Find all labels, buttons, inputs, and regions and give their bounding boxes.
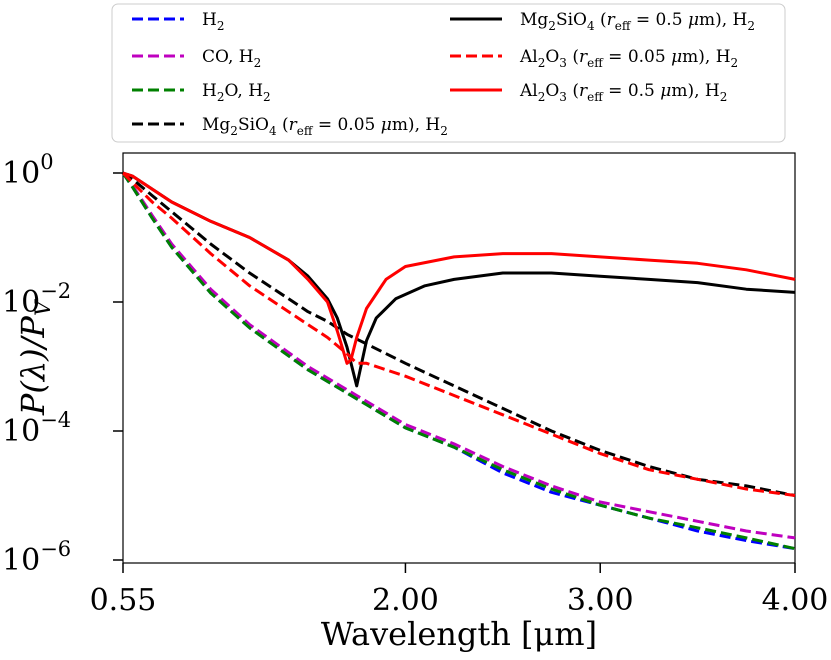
y-axis-label-main: P(λ)/P [14, 316, 52, 417]
series-group [121, 171, 796, 551]
series-line-3 [122, 171, 796, 497]
series-line-2 [121, 172, 796, 551]
y-tick-label: 10−2 [2, 279, 71, 320]
plot-area [121, 152, 796, 564]
series-line-5 [121, 171, 796, 497]
x-axis-label: Wavelength [μm] [321, 615, 597, 653]
y-tick-label: 10−4 [2, 408, 71, 449]
legend-label: Al2O3 (reff = 0.5 μm), H2 [519, 81, 727, 104]
x-axis: 0.55 2.00 3.00 4.00 [90, 563, 829, 618]
legend: H2 CO, H2 H2O, H2 Mg2SiO4 (reff = 0.05 μm),… [111, 3, 786, 143]
legend-label: H2 [202, 10, 224, 33]
axes-frame [122, 152, 796, 564]
series-line-6 [122, 171, 796, 365]
y-axis-label-sub: V [31, 299, 55, 316]
legend-frame [111, 3, 786, 143]
x-tick-label: 4.00 [762, 583, 829, 618]
x-tick-label: 3.00 [567, 583, 634, 618]
legend-label: Mg2SiO4 (reff = 0.5 μm), H2 [520, 10, 755, 33]
x-tick-label: 0.55 [90, 583, 157, 618]
legend-label: Al2O3 (reff = 0.05 μm), H2 [519, 47, 738, 70]
y-axis: 100 10−2 10−4 10−6 [2, 150, 123, 578]
legend-label: Mg2SiO4 (reff = 0.05 μm), H2 [202, 115, 448, 138]
legend-label: CO, H2 [202, 47, 261, 70]
series-line-1 [121, 172, 796, 540]
legend-label: H2O, H2 [202, 81, 271, 104]
y-axis-label: P(λ)/PV [14, 299, 55, 416]
y-tick-label: 100 [2, 150, 54, 191]
y-tick-label: 10−6 [2, 537, 71, 578]
x-tick-label: 2.00 [372, 583, 439, 618]
